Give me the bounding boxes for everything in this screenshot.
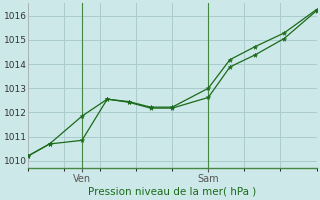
X-axis label: Pression niveau de la mer( hPa ): Pression niveau de la mer( hPa ) <box>88 187 256 197</box>
